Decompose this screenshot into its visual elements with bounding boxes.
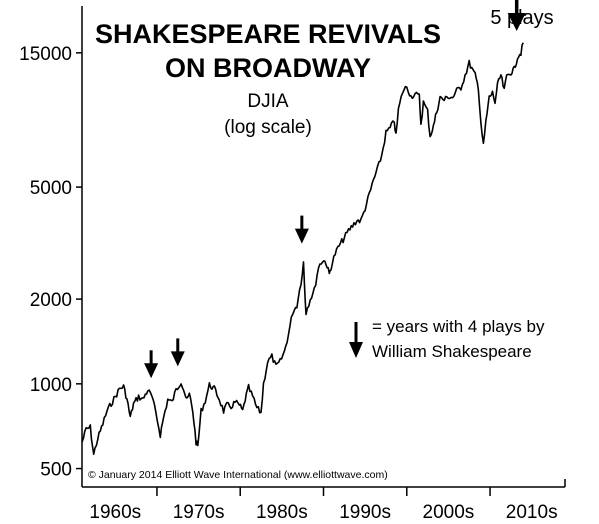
- arrow-head: [294, 228, 309, 244]
- arrow-head: [170, 351, 185, 367]
- legend: = years with 4 plays by William Shakespe…: [349, 317, 545, 361]
- four-plays-arrow-icon: [170, 338, 185, 367]
- y-tick-label: 500: [40, 460, 72, 481]
- legend-arrow-icon: [349, 322, 363, 358]
- five-plays-label: 5 plays: [490, 7, 553, 29]
- chart-subtitle: DJIA: [247, 91, 289, 112]
- x-tick-label: 1970s: [173, 502, 225, 523]
- y-axis-tick-labels: 500 1000 2000 5000 15000: [19, 44, 72, 481]
- y-tick-label: 15000: [19, 44, 72, 65]
- y-tick-label: 2000: [30, 290, 72, 311]
- x-tick-label: 1980s: [256, 502, 308, 523]
- x-tick-label: 1990s: [339, 502, 391, 523]
- four-plays-arrow-icon: [144, 350, 159, 379]
- arrow-head: [507, 12, 526, 31]
- legend-text-line1: = years with 4 plays by: [372, 317, 545, 336]
- series-group: [81, 42, 525, 456]
- four-plays-arrow-icon: [294, 215, 309, 244]
- djia-line: [81, 42, 525, 456]
- x-tick-label: 2010s: [506, 502, 558, 523]
- y-tick-label: 1000: [30, 375, 72, 396]
- scale-note: (log scale): [224, 117, 312, 138]
- y-tick-label: 5000: [30, 178, 72, 199]
- copyright-credit: © January 2014 Elliott Wave Internationa…: [88, 469, 388, 481]
- chart-title-line1: SHAKESPEARE REVIVALS: [95, 19, 441, 49]
- x-tick-label: 2000s: [423, 502, 475, 523]
- plot-frame: [76, 6, 566, 496]
- legend-text-line2: William Shakespeare: [372, 342, 532, 361]
- arrow-head: [144, 363, 159, 379]
- x-axis-tick-labels: 1960s 1970s 1980s 1990s 2000s 2010s: [89, 502, 557, 523]
- chart-title-line2: ON BROADWAY: [165, 53, 371, 83]
- x-tick-label: 1960s: [89, 502, 141, 523]
- five-plays-arrow-icon: [507, 0, 526, 31]
- marker-arrows: [144, 0, 526, 379]
